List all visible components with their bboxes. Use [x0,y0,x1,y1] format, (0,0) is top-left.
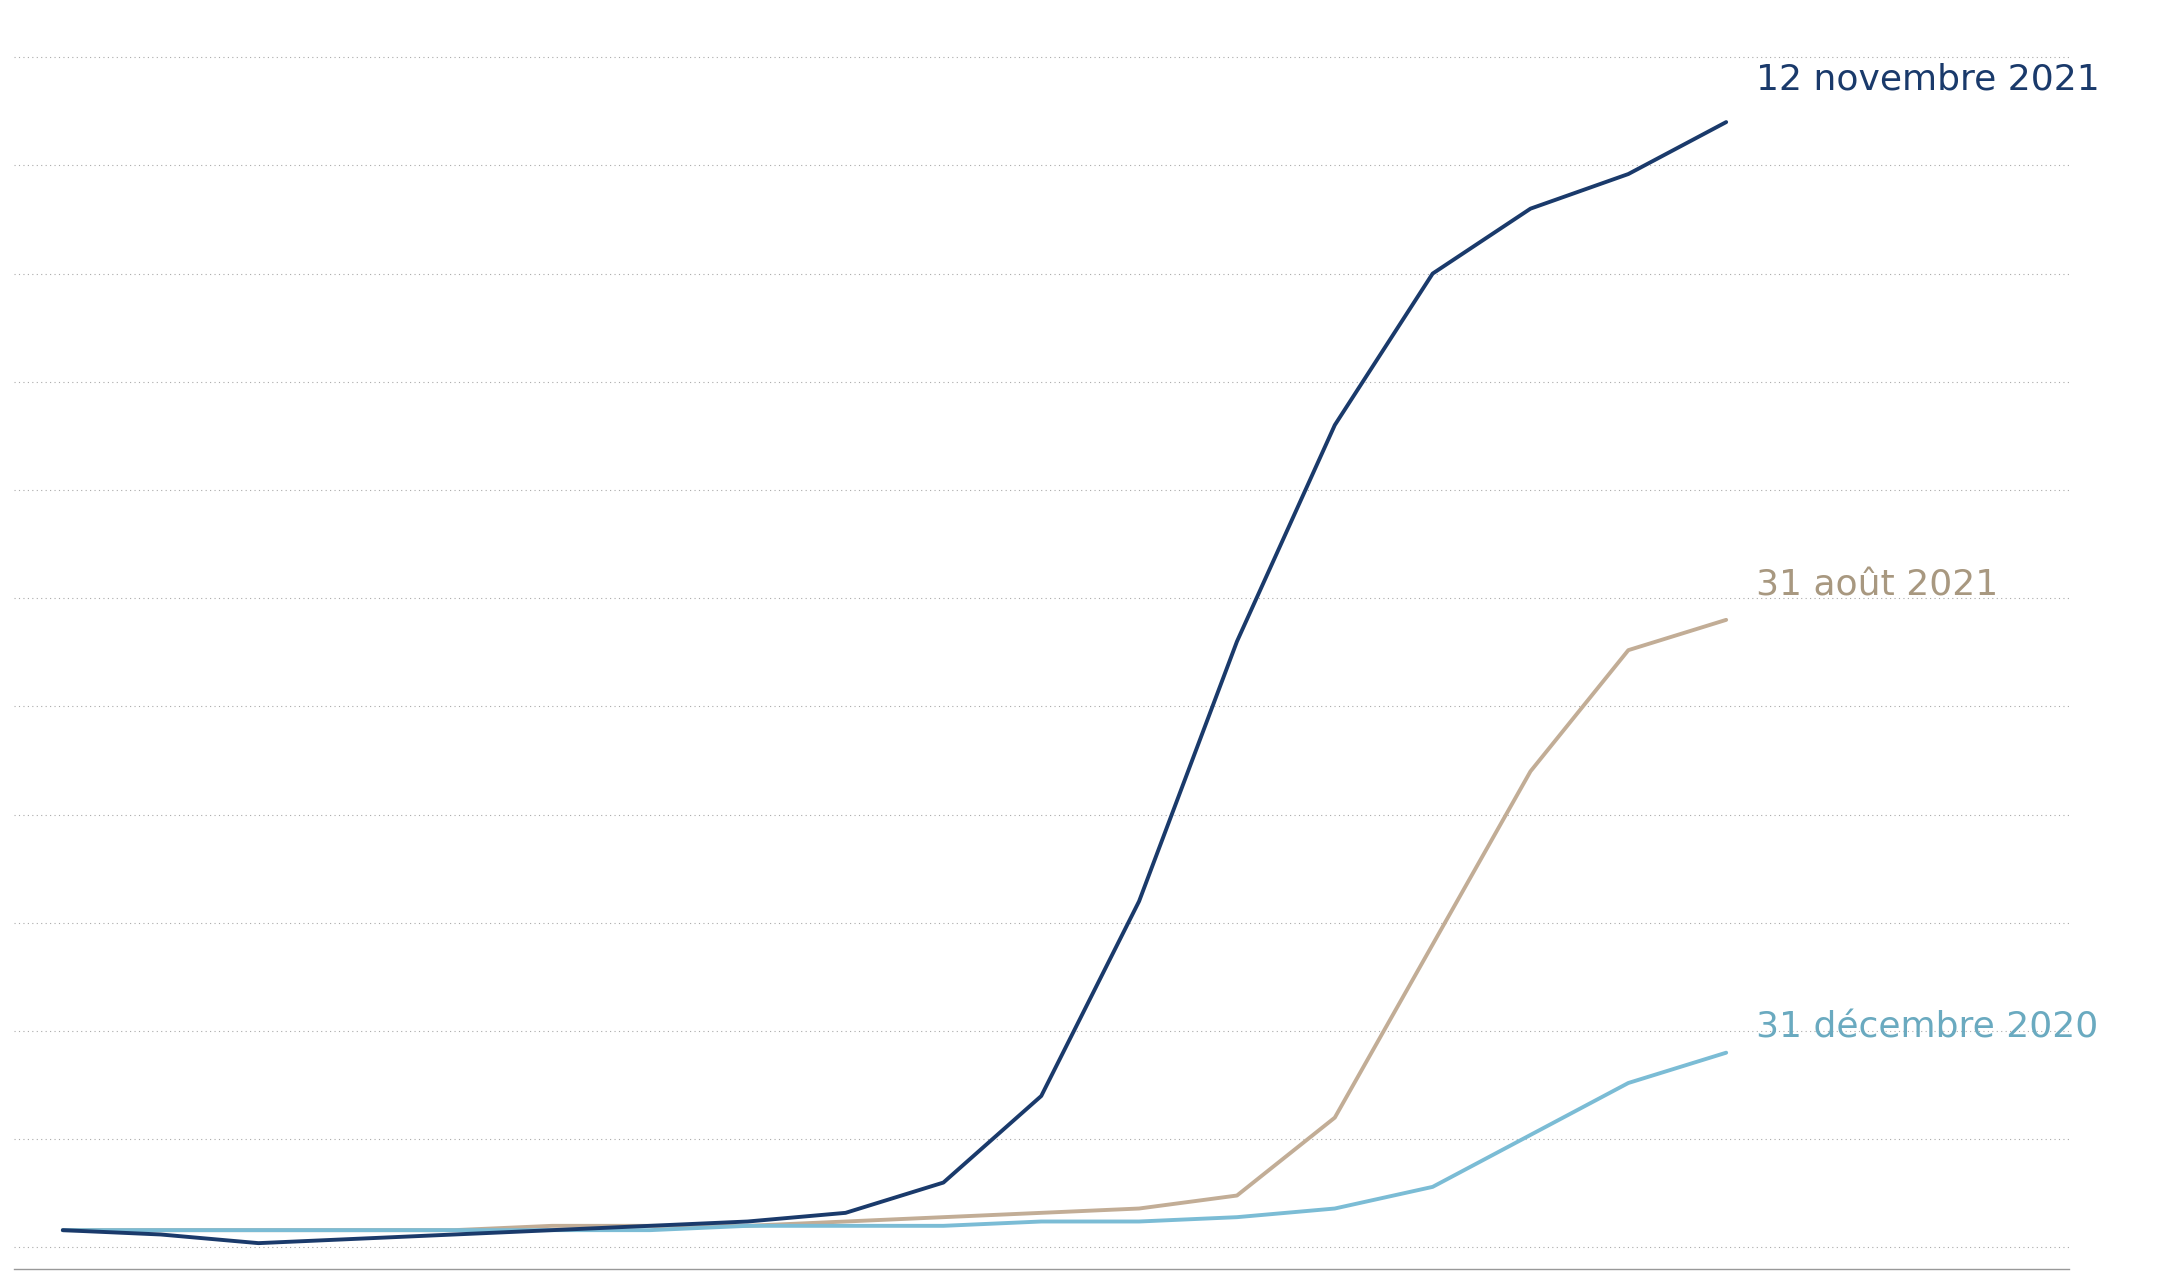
Text: 31 décembre 2020: 31 décembre 2020 [1756,1010,2098,1044]
Text: 31 août 2021: 31 août 2021 [1756,568,1999,603]
Text: 12 novembre 2021: 12 novembre 2021 [1756,62,2098,96]
